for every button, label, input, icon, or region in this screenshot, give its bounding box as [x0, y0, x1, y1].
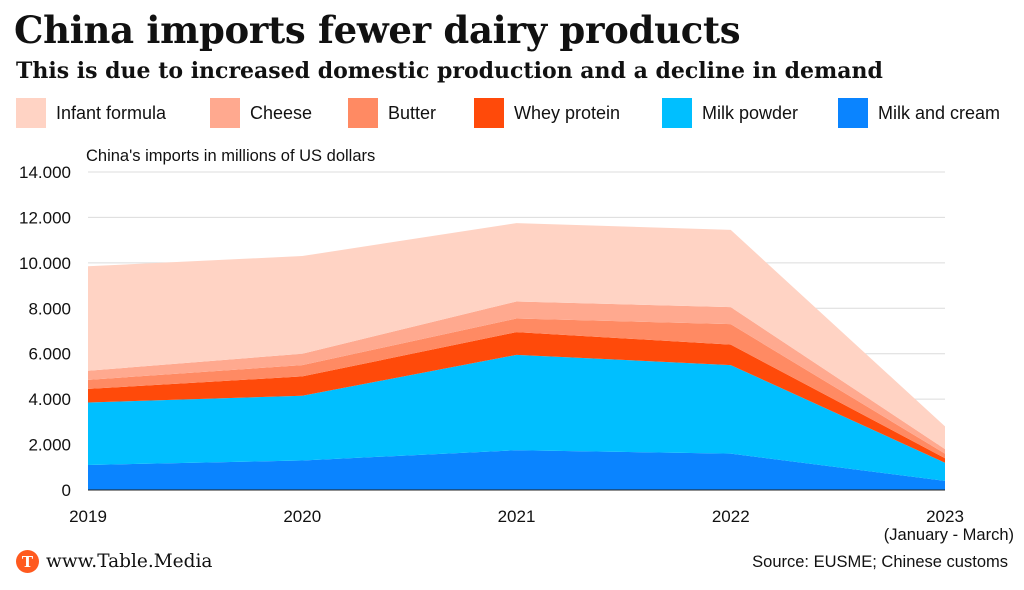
legend-swatch [838, 98, 868, 128]
x-tick-label: 2021 [498, 507, 536, 526]
x-tick-label: 2020 [283, 507, 321, 526]
chart-subtitle: This is due to increased domestic produc… [16, 58, 883, 84]
legend-label: Milk and cream [878, 102, 1001, 123]
y-tick-label: 0 [62, 481, 71, 500]
chart-title: China imports fewer dairy products [14, 8, 741, 52]
legend-swatch [348, 98, 378, 128]
y-tick-label: 6.000 [28, 345, 71, 364]
y-axis-label: China's imports in millions of US dollar… [86, 147, 376, 165]
legend-label: Butter [388, 102, 437, 123]
legend-label: Cheese [250, 102, 313, 123]
y-tick-label: 8.000 [28, 299, 71, 318]
legend-swatch [16, 98, 46, 128]
legend-label: Infant formula [56, 102, 167, 123]
area-infant-formula [88, 223, 945, 450]
x-tick-label: 2019 [69, 507, 107, 526]
table-media-logo-icon: T [16, 550, 39, 573]
area-milk-powder [88, 354, 945, 481]
y-tick-label: 4.000 [28, 390, 71, 409]
x-tick-label: 2022 [712, 507, 750, 526]
area-milk-and-cream [88, 450, 945, 490]
legend-item: Whey protein [474, 98, 620, 128]
legend-label: Milk powder [702, 102, 799, 123]
chart-legend: Infant formula Cheese Butter Whey protein Mi… [16, 98, 1016, 128]
y-tick-label: 12.000 [19, 208, 71, 227]
brand-url[interactable]: www.Table.Media [46, 551, 213, 572]
legend-label: Whey protein [514, 102, 621, 123]
x-tick-label: 2023 [926, 507, 964, 526]
legend-swatch [210, 98, 240, 128]
y-tick-label: 14.000 [19, 163, 71, 182]
legend-swatch [662, 98, 692, 128]
source-note: Source: EUSME; Chinese customs [752, 553, 1008, 571]
legend-item: Milk powder [662, 98, 798, 128]
legend-swatch [474, 98, 504, 128]
legend-item: Milk and cream [838, 98, 1000, 128]
x-tick-sublabel: (January - March) [884, 526, 1014, 544]
area-whey-protein [88, 332, 945, 463]
legend-item: Butter [348, 98, 436, 128]
brand-logo[interactable]: T www.Table.Media [16, 550, 212, 573]
legend-item: Cheese [210, 98, 312, 128]
y-tick-label: 10.000 [19, 254, 71, 273]
legend-item: Infant formula [16, 98, 166, 128]
y-tick-label: 2.000 [28, 436, 71, 455]
